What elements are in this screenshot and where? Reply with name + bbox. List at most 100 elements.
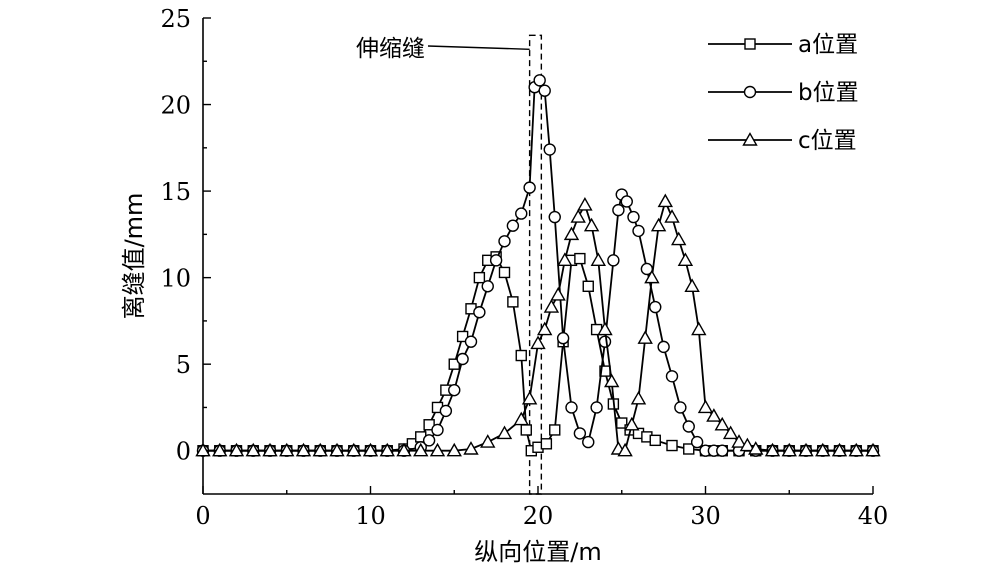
data-point-triangle [329,442,345,457]
data-point-triangle [748,441,764,455]
y-tick-label: 0 [176,438,191,466]
data-point-triangle [530,335,546,350]
data-point-square [683,443,695,455]
data-point-triangle [617,442,633,457]
series-line [203,79,873,452]
data-point-circle [448,383,461,397]
annotation-leader-line [427,45,530,51]
data-point-circle [690,435,704,449]
legend-label: b位置 [798,80,859,106]
data-point-square [582,280,594,292]
data-point-circle [716,444,729,457]
data-point-triangle [521,390,538,405]
data-point-triangle [480,434,496,448]
x-tick-label: 10 [355,502,386,530]
legend-label: a位置 [798,32,858,58]
data-point-triangle [550,287,566,301]
data-point-circle [481,280,494,293]
data-point-triangle [463,441,479,455]
data-point-circle [422,434,436,447]
y-tick-label: 15 [160,178,191,206]
data-point-triangle [677,252,694,267]
data-point-triangle [684,278,700,292]
data-point-triangle [637,330,653,344]
data-point-triangle [597,321,613,336]
data-point-circle [533,74,546,87]
data-point-triangle [865,442,881,457]
data-point-triangle [831,442,848,457]
data-point-circle [582,435,595,449]
expansion-joint-annotation: 伸缩缝 [356,34,543,495]
series-line [203,200,873,452]
x-axis-title: 纵向位置/m [474,538,601,566]
data-point-triangle [739,437,756,452]
y-axis-title: 离缝值/mm [120,193,148,320]
series-square [197,251,879,457]
data-point-triangle [279,442,295,457]
data-point-square [666,439,678,452]
y-tick-label: 5 [176,351,191,379]
data-point-circle [464,335,478,348]
data-point-circle [649,300,662,314]
data-point-circle [590,401,603,414]
data-point-triangle [671,231,687,246]
data-point-circle [598,335,612,348]
expansion-joint-label: 伸缩缝 [356,36,425,62]
data-point-triangle [697,399,714,414]
x-tick-label: 30 [690,502,721,530]
data-point-triangle [195,442,211,457]
data-point-triangle [295,442,312,457]
data-point-circle [515,207,528,220]
data-point-triangle [312,442,328,457]
data-point-triangle [396,442,412,457]
data-point-circle [632,224,645,238]
data-point-circle [506,219,520,232]
data-point-circle [439,404,453,418]
data-point-circle [456,352,469,366]
legend: a位置 b位置 c位置 [708,32,859,154]
data-point-triangle [543,299,560,313]
data-point-triangle [764,442,781,457]
data-point-square [616,417,628,429]
data-point-triangle [706,408,722,422]
data-point-triangle [379,442,395,457]
data-point-circle [431,423,444,437]
data-point-triangle [604,373,620,388]
data-point-triangle [570,209,586,223]
x-tick-label: 0 [195,502,210,530]
data-point-triangle [657,193,673,208]
data-point-circle [548,210,561,224]
data-point-circle [473,306,486,319]
legend-item: c位置 [708,128,857,154]
data-point-triangle [513,411,529,426]
data-point-triangle [557,252,573,267]
data-point-triangle [583,217,600,232]
data-point-circle [556,332,570,345]
data-point-circle [565,401,578,414]
data-point-square [473,271,486,284]
series-circle [196,74,880,457]
data-point-triangle [742,132,758,146]
data-point-triangle [624,416,640,431]
data-point-square [515,349,527,362]
y-tick-label: 25 [160,5,191,33]
data-point-circle [498,235,511,248]
data-point-triangle [577,197,593,211]
data-point-square [549,424,561,436]
data-point-triangle [644,269,660,284]
data-point-circle [489,254,503,267]
data-point-square [540,438,553,450]
data-point-circle [612,203,625,217]
data-point-triangle [496,425,513,440]
data-point-triangle [630,390,647,405]
legend-item: b位置 [708,80,859,106]
data-point-triangle [429,442,446,457]
data-point-triangle [212,442,228,457]
data-point-circle [674,401,687,414]
data-point-circle [543,143,556,156]
data-point-square [498,266,511,279]
data-point-triangle [262,442,278,457]
data-point-triangle [650,217,667,232]
